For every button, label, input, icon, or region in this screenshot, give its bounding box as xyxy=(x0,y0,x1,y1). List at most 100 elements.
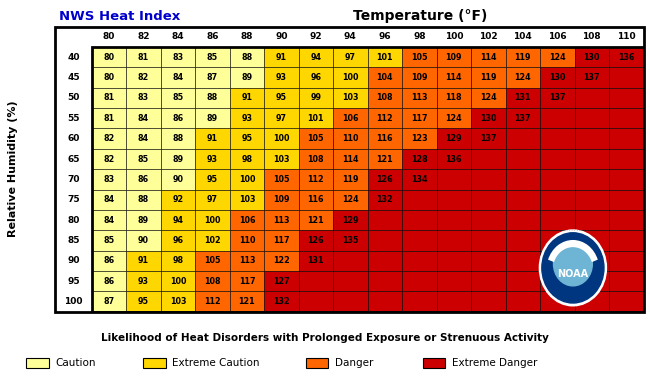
Bar xyxy=(540,169,575,190)
Bar xyxy=(506,291,540,312)
Text: 101: 101 xyxy=(307,114,324,123)
Bar xyxy=(195,169,229,190)
Bar xyxy=(161,68,195,88)
Text: 100: 100 xyxy=(204,215,220,225)
Text: 130: 130 xyxy=(549,73,566,82)
Bar xyxy=(126,47,161,68)
Bar xyxy=(195,230,229,250)
Text: 136: 136 xyxy=(618,53,634,62)
Bar xyxy=(161,250,195,271)
Bar xyxy=(333,47,368,68)
Bar xyxy=(92,250,126,271)
Text: 124: 124 xyxy=(515,73,531,82)
Bar xyxy=(437,47,471,68)
Bar xyxy=(229,271,264,291)
Text: 70: 70 xyxy=(67,175,80,184)
Bar xyxy=(298,250,333,271)
Bar xyxy=(506,149,540,169)
Bar xyxy=(575,230,609,250)
Bar xyxy=(471,108,506,128)
Bar xyxy=(161,190,195,210)
Bar xyxy=(402,68,437,88)
Bar xyxy=(540,190,575,210)
Text: 116: 116 xyxy=(376,134,393,143)
Text: 96: 96 xyxy=(311,73,321,82)
Text: 105: 105 xyxy=(204,256,220,265)
Bar xyxy=(195,149,229,169)
Text: 94: 94 xyxy=(344,32,357,41)
Text: 100: 100 xyxy=(342,73,359,82)
Text: 89: 89 xyxy=(172,155,183,163)
Bar xyxy=(368,128,402,149)
Bar xyxy=(575,68,609,88)
Text: 137: 137 xyxy=(515,114,531,123)
Bar xyxy=(195,210,229,230)
Text: 124: 124 xyxy=(445,114,462,123)
Bar xyxy=(333,271,368,291)
Text: 96: 96 xyxy=(378,32,391,41)
Text: 40: 40 xyxy=(67,53,80,62)
Bar xyxy=(575,291,609,312)
Text: 60: 60 xyxy=(68,134,80,143)
Text: 106: 106 xyxy=(548,32,567,41)
Bar xyxy=(575,190,609,210)
Bar xyxy=(298,169,333,190)
Bar xyxy=(575,271,609,291)
Bar xyxy=(264,250,298,271)
Bar xyxy=(437,250,471,271)
Bar xyxy=(609,250,644,271)
Text: 117: 117 xyxy=(239,277,255,286)
Bar xyxy=(264,108,298,128)
Bar xyxy=(195,190,229,210)
Text: 81: 81 xyxy=(103,114,114,123)
Bar xyxy=(161,47,195,68)
Text: 96: 96 xyxy=(172,236,183,245)
Text: 98: 98 xyxy=(241,155,252,163)
Bar xyxy=(161,210,195,230)
Text: 90: 90 xyxy=(275,32,288,41)
Bar xyxy=(298,108,333,128)
Text: 105: 105 xyxy=(307,134,324,143)
Bar xyxy=(506,68,540,88)
Bar xyxy=(506,250,540,271)
Text: 83: 83 xyxy=(138,93,149,103)
Text: 84: 84 xyxy=(138,114,149,123)
Bar xyxy=(540,230,575,250)
Bar xyxy=(540,210,575,230)
Bar xyxy=(333,128,368,149)
Text: 84: 84 xyxy=(103,215,114,225)
Bar xyxy=(402,250,437,271)
Circle shape xyxy=(540,230,606,306)
Bar xyxy=(333,250,368,271)
Bar xyxy=(368,271,402,291)
Bar xyxy=(333,88,368,108)
Text: 86: 86 xyxy=(138,175,149,184)
Bar xyxy=(264,47,298,68)
Text: 93: 93 xyxy=(276,73,287,82)
Text: 101: 101 xyxy=(376,53,393,62)
Text: 85: 85 xyxy=(207,53,218,62)
Bar xyxy=(609,68,644,88)
Text: 112: 112 xyxy=(204,297,221,306)
Bar xyxy=(609,47,644,68)
Bar xyxy=(333,291,368,312)
Text: 116: 116 xyxy=(307,195,324,204)
Bar xyxy=(402,108,437,128)
Bar xyxy=(402,291,437,312)
Text: 126: 126 xyxy=(376,175,393,184)
Text: 119: 119 xyxy=(342,175,359,184)
Bar xyxy=(471,210,506,230)
Bar xyxy=(437,169,471,190)
Bar xyxy=(368,169,402,190)
Text: 88: 88 xyxy=(138,195,149,204)
Text: 95: 95 xyxy=(241,134,252,143)
Bar xyxy=(609,88,644,108)
Text: 87: 87 xyxy=(207,73,218,82)
Circle shape xyxy=(554,242,592,286)
Text: 81: 81 xyxy=(138,53,149,62)
Bar xyxy=(126,128,161,149)
Bar xyxy=(506,47,540,68)
Bar xyxy=(264,271,298,291)
Bar xyxy=(92,169,126,190)
Text: 129: 129 xyxy=(445,134,462,143)
